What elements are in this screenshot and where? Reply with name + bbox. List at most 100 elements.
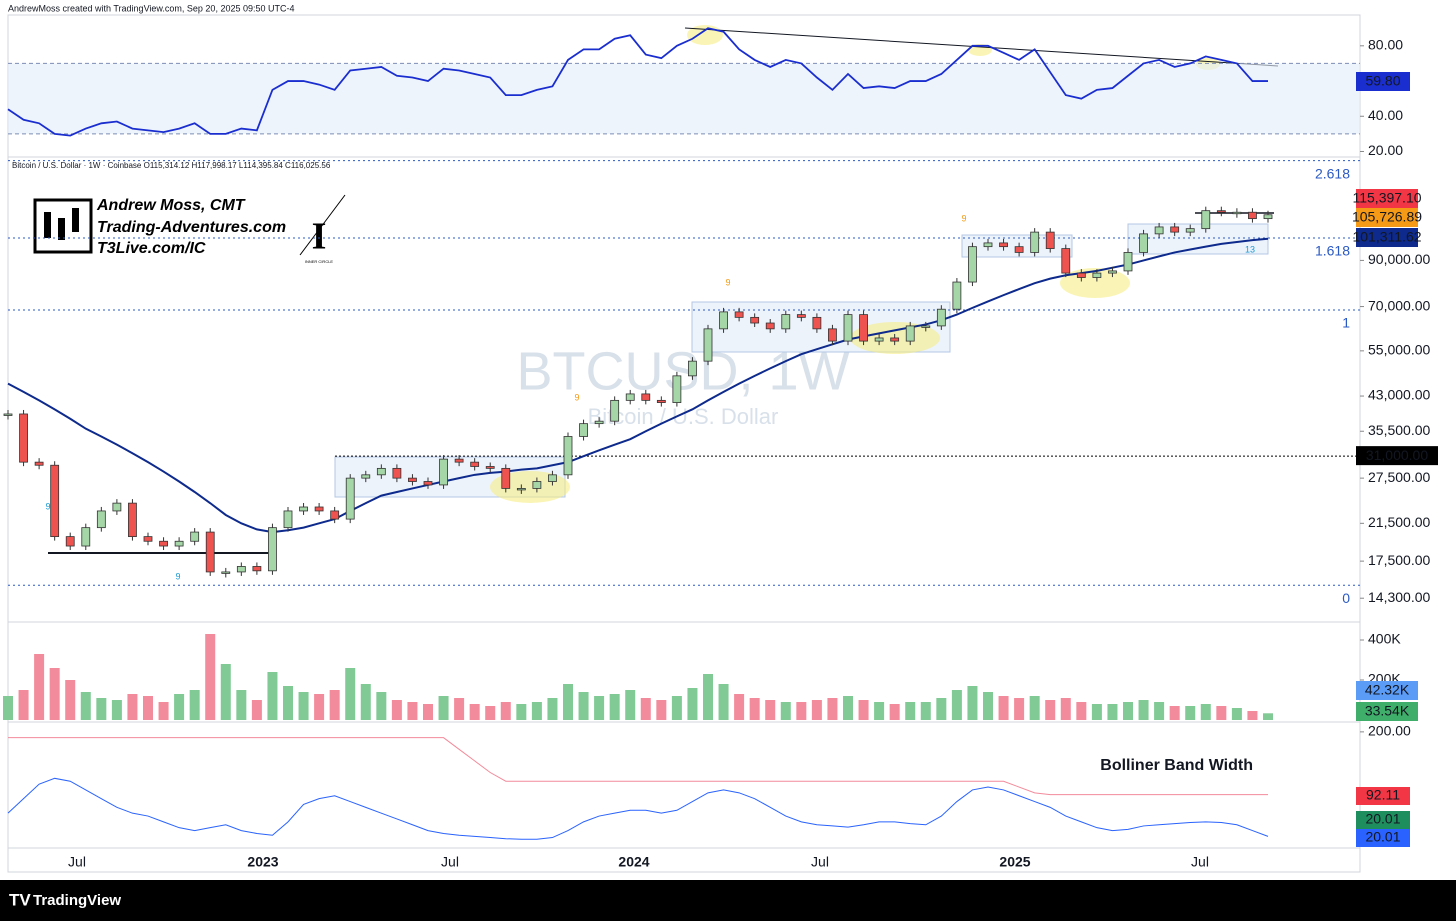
volume-bar <box>267 672 278 720</box>
candle <box>734 311 744 318</box>
candle <box>579 423 588 437</box>
rsi-tag-label: 59.80 <box>1365 73 1400 89</box>
volume-bar <box>951 690 962 720</box>
volume-bar <box>967 686 978 720</box>
volume-bar <box>749 698 760 720</box>
volume-bar <box>438 696 449 720</box>
candle <box>1248 211 1257 220</box>
bbw-tag <box>1356 811 1410 829</box>
rsi-line <box>7 27 1268 137</box>
candle <box>1216 210 1226 213</box>
volume-bar <box>920 702 931 720</box>
candle <box>812 316 822 330</box>
candle <box>703 328 713 362</box>
volume-bar <box>1060 698 1071 720</box>
logo-link: T3Live.com/IC <box>97 240 206 257</box>
candle <box>859 314 868 342</box>
candle <box>656 399 666 403</box>
volume-bar <box>1169 706 1180 720</box>
candle <box>81 527 91 547</box>
candle <box>190 531 200 542</box>
candle <box>1232 211 1242 215</box>
volume-bar <box>251 700 262 720</box>
rsi-tick-label: 40.00 <box>1368 107 1403 123</box>
candle <box>221 571 231 574</box>
candle <box>1061 248 1071 274</box>
rsi-tag <box>1356 72 1410 91</box>
fib-label: 1 <box>1342 315 1350 331</box>
bbw-tag <box>1356 829 1410 847</box>
logo-box <box>33 198 93 254</box>
volume-bar <box>314 694 325 720</box>
volume-bar <box>454 698 465 720</box>
price-tag <box>1356 228 1418 247</box>
candle <box>1263 214 1273 220</box>
bbw-tag-label: 92.11 <box>1366 787 1400 803</box>
volume-bar <box>734 694 745 720</box>
volume-bar <box>345 668 356 720</box>
price-tag-label: 115,397.10 <box>1352 190 1421 206</box>
candle <box>112 502 122 512</box>
volume-bar <box>469 704 480 720</box>
candle <box>392 467 402 479</box>
bbw-tag-label: 20.01 <box>1365 829 1400 845</box>
td-count: 13 <box>1245 244 1255 254</box>
candle <box>34 461 44 466</box>
volume-bar <box>283 686 293 720</box>
volume-bar <box>516 704 527 720</box>
volume-bar <box>718 684 729 720</box>
volume-bar <box>376 692 387 720</box>
volume-bar <box>1247 711 1258 720</box>
highlight <box>1060 268 1130 298</box>
volume-bar <box>329 690 340 720</box>
volume-bar <box>407 702 418 720</box>
volume-bar <box>127 694 138 720</box>
candle <box>921 325 931 328</box>
candle <box>236 566 246 573</box>
volume-bar <box>143 696 153 720</box>
rsi-band <box>8 63 1360 134</box>
bbw-line <box>7 777 1269 840</box>
candle <box>268 527 277 572</box>
volume-bar <box>1091 704 1102 720</box>
volume-bar <box>796 702 807 720</box>
watermark-sub: Bitcoin / U.S. Dollar <box>588 404 779 429</box>
price-tick-label: 14,300.00 <box>1368 589 1430 605</box>
indicator-title: Bolliner Band Width <box>1100 757 1253 774</box>
candle <box>330 510 340 520</box>
candle <box>299 506 308 512</box>
candle <box>890 337 900 342</box>
candle <box>625 393 635 401</box>
time-label: 2023 <box>247 854 278 870</box>
candle <box>796 314 806 318</box>
time-label: Jul <box>811 854 829 870</box>
volume-bar <box>905 702 916 720</box>
logo-mark: I <box>312 216 327 258</box>
bbw-high <box>8 737 1268 796</box>
candle <box>252 566 262 572</box>
candle <box>548 474 557 482</box>
volume-bar <box>18 690 29 720</box>
volume-bar <box>811 700 822 720</box>
symbol-line: Bitcoin / U.S. Dollar · 1W · Coinbase O1… <box>12 161 331 170</box>
volume-bar <box>1138 700 1149 720</box>
candle <box>283 510 293 529</box>
candle <box>563 436 573 476</box>
candle <box>874 337 884 342</box>
volume-bar <box>983 692 993 720</box>
candle <box>361 474 371 479</box>
candle <box>423 481 433 486</box>
candle <box>672 375 682 403</box>
volume-bar <box>111 700 122 720</box>
volume-bar <box>765 700 776 720</box>
volume-bar <box>1185 706 1196 720</box>
candle <box>345 477 355 520</box>
time-label: 2025 <box>999 854 1030 870</box>
candle <box>781 314 791 330</box>
candle <box>96 510 106 529</box>
volume-bar <box>34 654 45 720</box>
td-count: 9 <box>725 277 730 287</box>
volume-tag-label: 33.54K <box>1365 703 1410 719</box>
price-tag-label: 101,311.62 <box>1352 229 1421 245</box>
time-label: Jul <box>68 854 86 870</box>
